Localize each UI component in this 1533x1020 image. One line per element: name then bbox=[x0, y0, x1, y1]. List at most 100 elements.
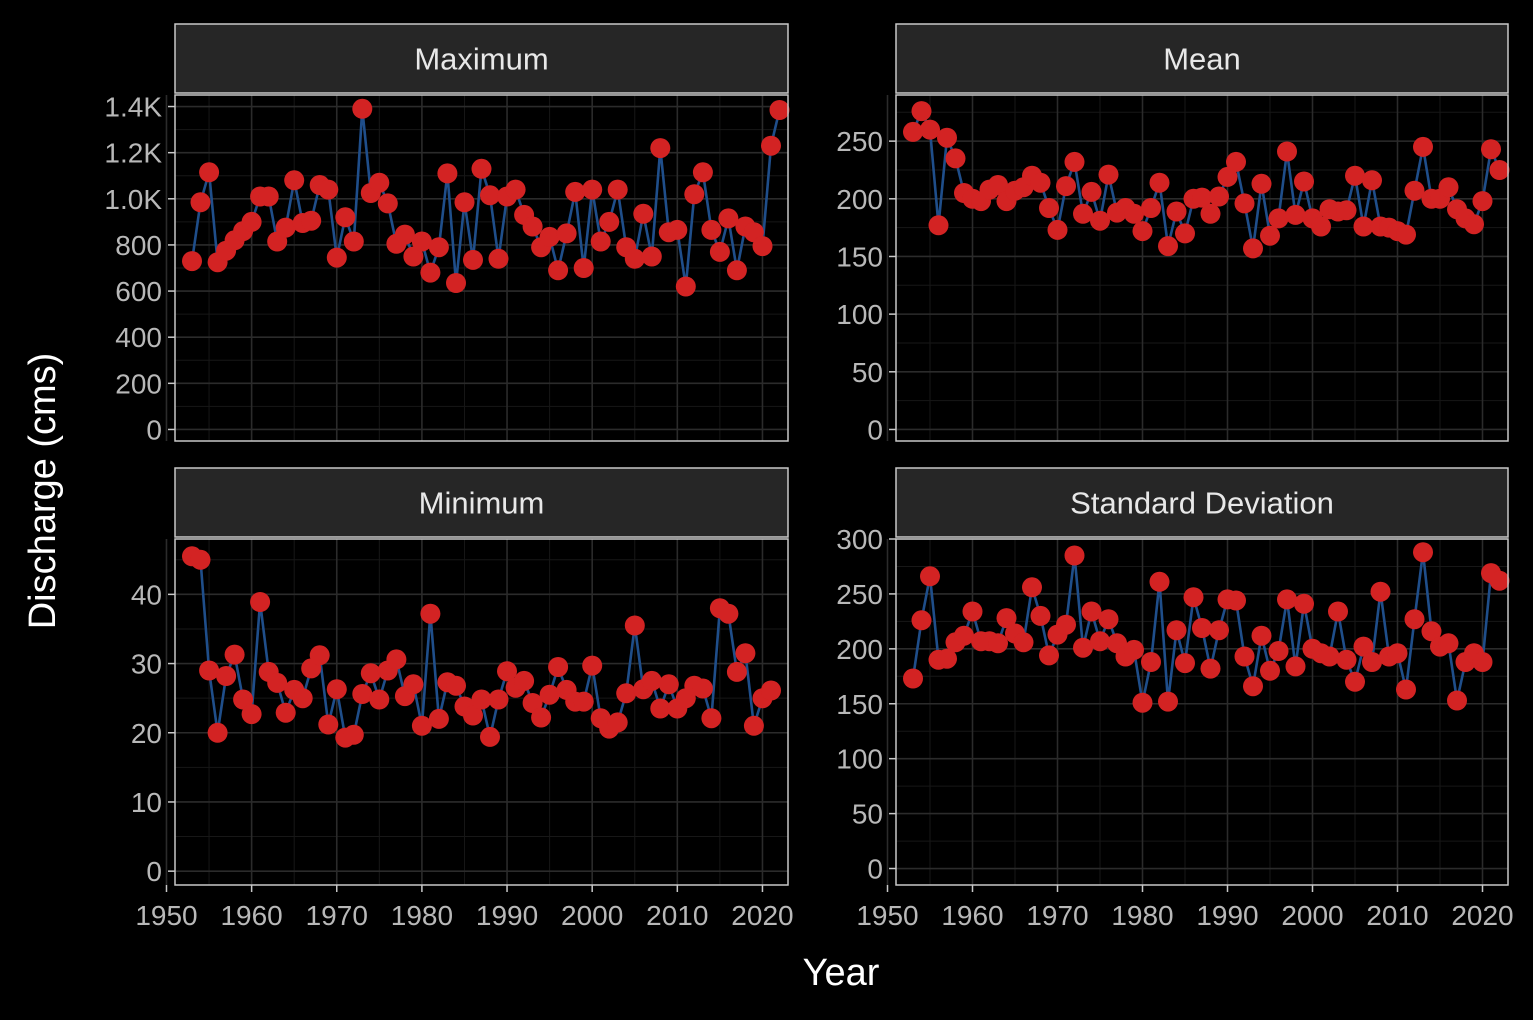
data-point bbox=[684, 184, 705, 205]
data-point bbox=[437, 163, 458, 184]
data-point bbox=[1158, 691, 1178, 712]
data-point bbox=[573, 691, 594, 712]
data-point bbox=[1124, 203, 1144, 224]
strip-label-standard-deviation: Standard Deviation bbox=[1070, 486, 1334, 521]
data-point bbox=[480, 185, 500, 206]
data-point bbox=[1132, 221, 1153, 242]
data-point bbox=[514, 670, 535, 691]
strip-standard-deviation bbox=[895, 467, 1509, 538]
y-tick-label: 10 bbox=[131, 787, 162, 818]
data-point bbox=[284, 170, 305, 191]
data-point bbox=[1098, 609, 1119, 630]
data-point bbox=[377, 193, 398, 214]
data-point bbox=[411, 231, 432, 252]
data-point bbox=[411, 715, 432, 736]
data-point bbox=[1209, 620, 1229, 641]
data-point bbox=[326, 679, 347, 700]
data-point bbox=[1404, 180, 1425, 201]
data-point bbox=[258, 186, 279, 207]
data-point bbox=[1345, 165, 1365, 186]
data-point bbox=[548, 657, 569, 677]
data-point bbox=[1268, 208, 1289, 229]
data-point bbox=[233, 689, 254, 710]
data-point bbox=[962, 601, 983, 622]
data-point bbox=[428, 237, 449, 258]
data-point bbox=[1081, 601, 1102, 622]
plot-area-standard-deviation bbox=[896, 539, 1508, 885]
data-point bbox=[241, 704, 262, 725]
data-point bbox=[352, 684, 373, 704]
y-tick-label: 250 bbox=[836, 579, 883, 610]
x-tick-label: 1970 bbox=[306, 900, 368, 931]
data-point bbox=[1260, 660, 1280, 681]
data-point bbox=[752, 236, 773, 257]
data-point bbox=[454, 192, 475, 213]
data-point bbox=[1124, 639, 1144, 660]
y-tick-label: 0 bbox=[867, 414, 883, 445]
panel-border-mean bbox=[895, 94, 1509, 442]
y-tick-label: 150 bbox=[836, 241, 883, 272]
data-point bbox=[182, 251, 202, 272]
data-point bbox=[1234, 193, 1255, 214]
data-point bbox=[318, 179, 339, 200]
data-point bbox=[1285, 656, 1306, 677]
data-point bbox=[1149, 571, 1170, 592]
data-point bbox=[718, 208, 739, 229]
data-point bbox=[1098, 164, 1119, 185]
data-point bbox=[1047, 219, 1068, 240]
data-point bbox=[1013, 632, 1034, 653]
data-point bbox=[446, 273, 466, 293]
data-point bbox=[1294, 593, 1314, 614]
data-point bbox=[471, 158, 492, 179]
data-point bbox=[199, 162, 220, 183]
data-point bbox=[1489, 160, 1510, 180]
data-point bbox=[224, 644, 245, 665]
panel-mean: Mean 0 50 100 150 200 250 bbox=[836, 23, 1510, 445]
data-point bbox=[726, 260, 747, 281]
data-point bbox=[369, 689, 390, 710]
data-point bbox=[241, 211, 262, 232]
data-point bbox=[667, 219, 688, 240]
data-point bbox=[743, 715, 764, 736]
data-point bbox=[190, 549, 211, 570]
data-point bbox=[988, 175, 1008, 195]
data-point bbox=[624, 615, 645, 636]
y-tick-label: 300 bbox=[836, 524, 883, 555]
data-point bbox=[275, 702, 296, 723]
data-point bbox=[386, 649, 407, 670]
data-point bbox=[582, 179, 603, 200]
data-point bbox=[1166, 620, 1187, 641]
data-point bbox=[335, 207, 356, 228]
data-point bbox=[718, 603, 739, 624]
data-point bbox=[292, 688, 313, 709]
data-point bbox=[1081, 181, 1102, 202]
strip-maximum bbox=[174, 23, 789, 94]
panel-minimum: Minimum 0 10 20 30 40 1950 1960 1970 1980 1990 2000… bbox=[131, 467, 794, 931]
x-tick-label: 2000 bbox=[1281, 900, 1343, 931]
data-point bbox=[675, 276, 696, 297]
data-point bbox=[624, 248, 645, 269]
x-tick-label: 2020 bbox=[731, 900, 793, 931]
data-point bbox=[1183, 587, 1204, 608]
data-point bbox=[769, 100, 790, 120]
data-point bbox=[633, 203, 654, 224]
data-point bbox=[309, 645, 330, 666]
data-point bbox=[539, 684, 560, 705]
data-point bbox=[446, 675, 466, 696]
x-tick-label: 1980 bbox=[391, 900, 453, 931]
data-point bbox=[1387, 643, 1408, 664]
data-point bbox=[701, 708, 722, 729]
data-point bbox=[343, 231, 364, 252]
data-point bbox=[403, 674, 424, 695]
x-tick-label: 2020 bbox=[1451, 900, 1513, 931]
data-point bbox=[1226, 590, 1246, 611]
data-point bbox=[1234, 646, 1255, 667]
data-point bbox=[1200, 658, 1221, 679]
data-point bbox=[641, 246, 662, 267]
y-tick-label: 0 bbox=[867, 854, 883, 885]
data-point bbox=[1251, 625, 1272, 646]
y-tick-label: 50 bbox=[852, 357, 883, 388]
data-point bbox=[1489, 570, 1510, 591]
data-point bbox=[1039, 645, 1059, 666]
data-point bbox=[318, 714, 339, 735]
